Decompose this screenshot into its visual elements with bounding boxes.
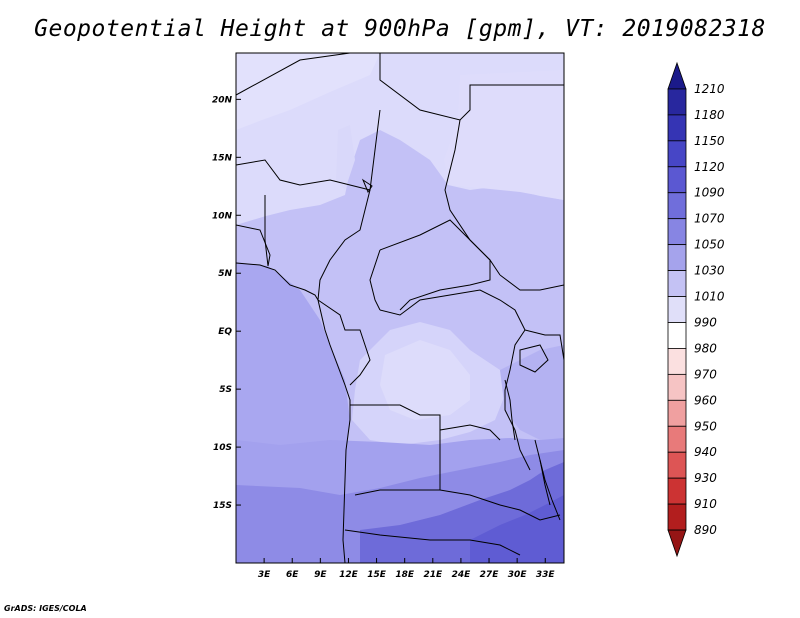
colorbar-swatch [667, 140, 687, 168]
colorbar-swatch [667, 322, 687, 349]
colorbar-label: 930 [694, 471, 717, 485]
field-southeast-deep [470, 495, 564, 563]
field-northeast-pale [444, 70, 564, 200]
colorbar-label: 990 [694, 316, 717, 330]
colorbar-label: 890 [694, 523, 717, 537]
colorbar-label: 1030 [694, 264, 725, 278]
border-drc-north [379, 289, 526, 331]
colorbar-label: 1150 [694, 134, 725, 148]
lake-malawi [539, 459, 551, 506]
y-tick-label: EQ [218, 327, 232, 337]
border-sahara [236, 53, 564, 121]
colorbar-label: 1210 [694, 82, 725, 96]
colorbar-swatch [667, 477, 687, 505]
x-tick-label: 24E [452, 570, 472, 580]
border-angola-zambia [354, 430, 501, 506]
border-car [379, 219, 491, 311]
colorbar-swatch [667, 114, 687, 142]
colorbar-label: 980 [694, 341, 717, 355]
colorbar-swatch [667, 192, 687, 220]
x-tick-label: 27E [480, 570, 500, 580]
colorbar-swatch [667, 503, 687, 531]
x-tick-label: 3E [258, 570, 271, 580]
border-zambia-east [499, 504, 561, 521]
colorbar-label: 1070 [694, 212, 725, 226]
field-lake-patch [336, 125, 355, 190]
x-tick-label: 21E [423, 570, 443, 580]
colorbar-label: 910 [694, 497, 717, 511]
colorbar-label: 940 [694, 445, 717, 459]
colorbar-label: 970 [694, 367, 717, 381]
colorbar-swatch [667, 296, 687, 323]
colorbar-label: 960 [694, 393, 717, 407]
x-tick-label: 12E [339, 570, 359, 580]
border-namibia [344, 529, 521, 556]
y-tick-label: 5N [218, 269, 232, 279]
lake-victoria [519, 344, 549, 373]
colorbar-swatch [667, 425, 687, 453]
lake-chad [361, 178, 373, 194]
y-tick-label: 10S [213, 443, 232, 453]
field-east-mid [500, 345, 564, 440]
lake-tanganyika [504, 379, 516, 441]
border-sudan [499, 274, 564, 291]
colorbar-label: 1090 [694, 186, 725, 200]
border-nigeria-cameroon [317, 189, 371, 301]
colorbar-label: 950 [694, 419, 717, 433]
x-axis: 3E 6E 9E 12E 15E 18E 21E 24E 27E 30E 33E [258, 558, 556, 580]
border-angola [350, 404, 501, 441]
coastline [236, 262, 351, 563]
colorbar-label: 1050 [694, 238, 725, 252]
colorbar-swatch [667, 244, 687, 271]
colorbar-swatch [667, 61, 687, 90]
y-axis: 20N 15N 10N 5N EQ 5S 10S 15S [212, 95, 241, 511]
lakes [361, 178, 551, 506]
border-gabon-congo [317, 299, 371, 386]
chart-title: Geopotential Height at 900hPa [gpm], VT:… [34, 16, 766, 42]
colorbar-label: 1010 [694, 290, 725, 304]
colorbar: 1210 1180 1150 1120 1090 1070 1050 1030 1010 990 9… [667, 61, 725, 558]
border-cameroon-car [369, 249, 381, 311]
field-congo-lightest [380, 340, 470, 420]
colorbar-swatch [667, 270, 687, 297]
grads-credit: GrADS: IGES/COLA [4, 604, 87, 613]
colorbar-label: 1180 [694, 108, 725, 122]
border-mozambique [534, 439, 561, 521]
x-tick-label: 6E [286, 570, 299, 580]
x-tick-label: 18E [395, 570, 415, 580]
colorbar-swatch [667, 373, 687, 401]
colorbar-swatch [667, 399, 687, 427]
y-tick-label: 15N [212, 153, 233, 163]
y-tick-label: 20N [212, 95, 233, 105]
map-frame [235, 52, 565, 564]
colorbar-swatch [667, 451, 687, 479]
border-uganda-kenya [524, 329, 564, 361]
colorbar-swatch [667, 348, 687, 375]
y-tick-label: 5S [219, 385, 232, 395]
x-tick-label: 30E [508, 570, 528, 580]
x-tick-label: 9E [314, 570, 327, 580]
colorbar-swatch [667, 218, 687, 246]
x-tick-label: 33E [536, 570, 556, 580]
field-west-coast [236, 262, 350, 500]
x-tick-label: 15E [367, 570, 387, 580]
map-field [236, 53, 564, 563]
border-drc-east [504, 329, 531, 471]
border-ghana [264, 195, 269, 267]
colorbar-swatch [667, 88, 687, 116]
colorbar-swatch [667, 529, 687, 558]
field-north-lightest [236, 53, 380, 130]
y-tick-label: 15S [213, 501, 232, 511]
colorbar-swatch [667, 166, 687, 194]
y-tick-label: 10N [212, 211, 233, 221]
colorbar-label: 1120 [694, 160, 725, 174]
